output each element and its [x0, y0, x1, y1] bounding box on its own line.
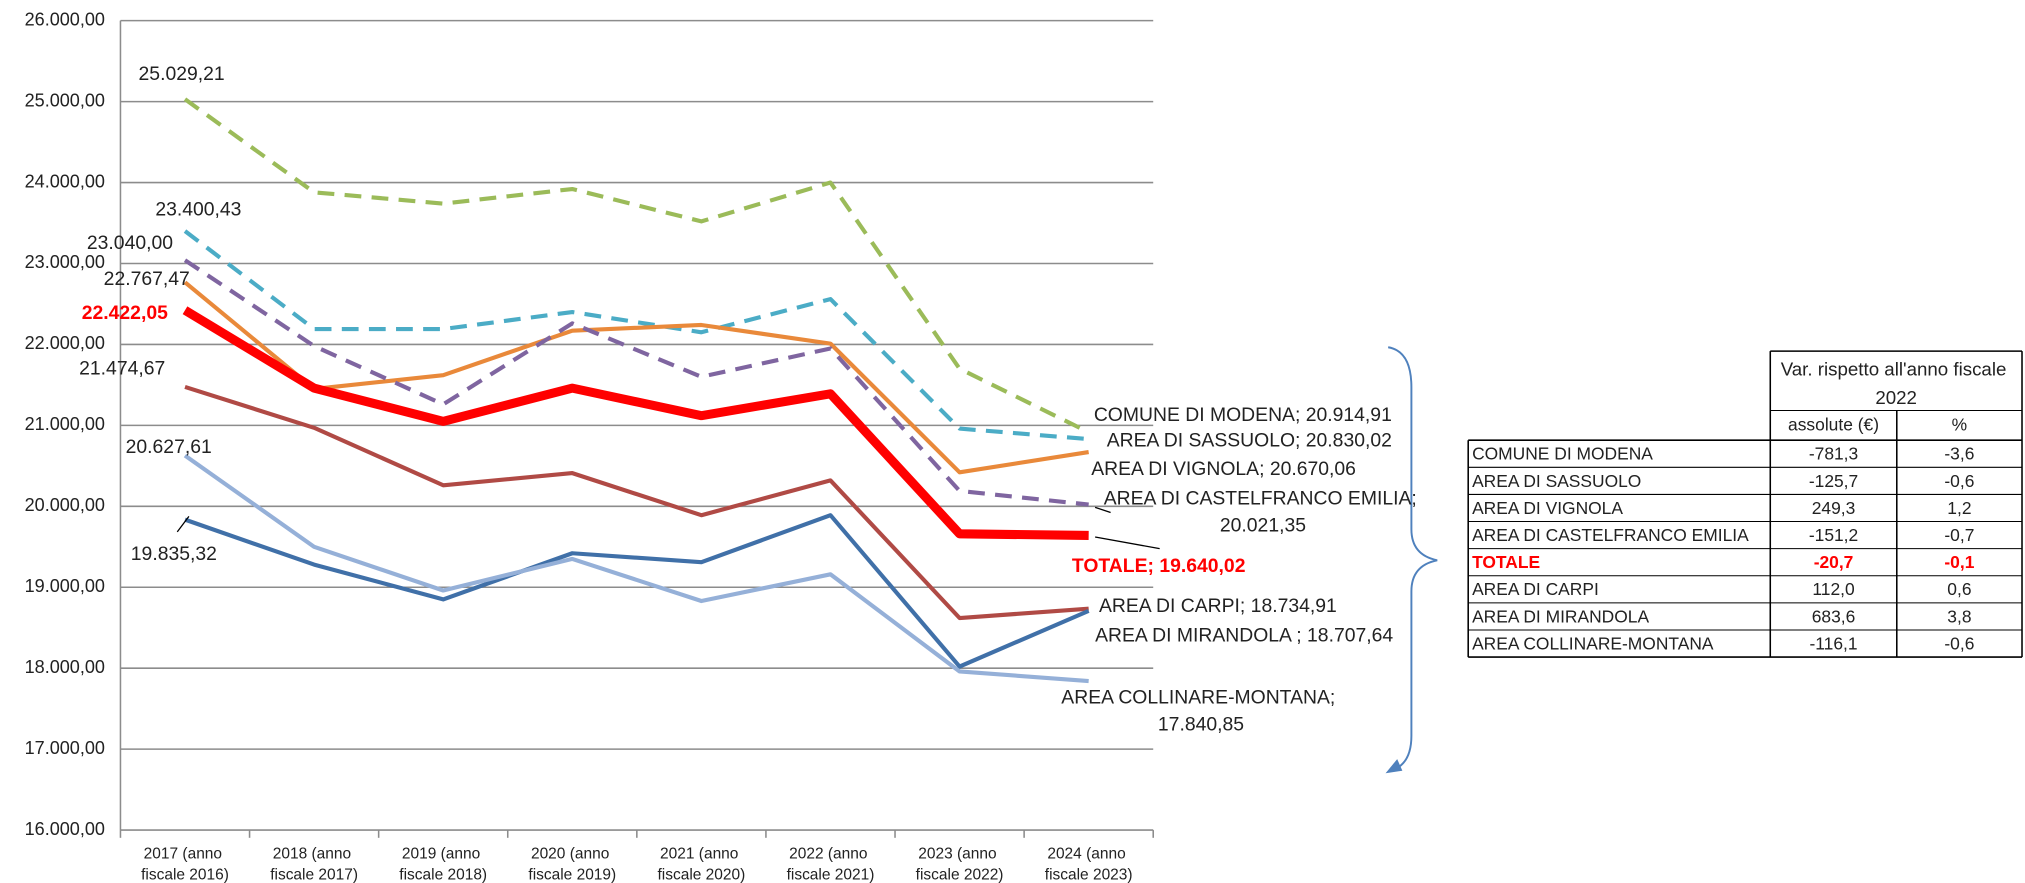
leader-line: [1095, 536, 1160, 550]
table-cell: COMUNE DI MODENA: [1472, 444, 1653, 464]
table-cell: 249,3: [1812, 498, 1856, 518]
table-cell: AREA DI MIRANDOLA: [1472, 606, 1649, 626]
data-label: 20.627,61: [126, 436, 212, 458]
table-header: Var. rispetto all'anno fiscale 2022: [1781, 358, 2012, 407]
leader-line: [1094, 506, 1111, 514]
series-line: [184, 513, 1090, 669]
y-tick-label: 26.000,00: [25, 9, 105, 29]
table-cell: -20,7: [1814, 552, 1854, 572]
table-cell: 683,6: [1812, 606, 1856, 626]
table-cell: 112,0: [1812, 579, 1854, 599]
table-cell: 0,6: [1947, 579, 1971, 599]
series-line: [183, 453, 1089, 684]
brace-arrow: [1385, 759, 1403, 774]
data-label: TOTALE; 19.640,02: [1072, 555, 1246, 577]
y-tick-label: 23.000,00: [25, 252, 105, 272]
x-tick-label: 2024 (anno fiscale 2023): [1045, 846, 1133, 883]
y-tick-label: 17.000,00: [25, 738, 105, 758]
y-tick-label: 16.000,00: [25, 819, 105, 839]
series-line: [182, 306, 1089, 540]
y-tick-label: 21.000,00: [25, 414, 105, 434]
table-cell: 1,2: [1947, 498, 1971, 518]
data-label: 21.474,67: [79, 357, 165, 379]
x-tick-label: 2017 (anno fiscale 2016): [141, 846, 229, 883]
data-label: AREA DI MIRANDOLA ; 18.707,64: [1095, 625, 1393, 647]
table-cell: 3,8: [1947, 606, 1971, 626]
y-tick-label: 20.000,00: [25, 495, 105, 515]
table-cell: TOTALE: [1472, 552, 1540, 572]
table-cell: -116,1: [1810, 633, 1858, 653]
table-column-header: assolute (€): [1788, 415, 1879, 435]
data-label: 19.835,32: [131, 543, 217, 565]
data-label: 22.422,05: [82, 302, 168, 324]
data-label: 23.040,00: [87, 232, 173, 254]
series-line: [183, 97, 1090, 435]
table-cell: AREA COLLINARE-MONTANA: [1472, 633, 1714, 653]
data-label: 25.029,21: [139, 63, 225, 85]
data-label: 23.400,43: [155, 199, 241, 221]
table-cell: -125,7: [1809, 471, 1858, 491]
y-tick-label: 18.000,00: [25, 657, 105, 677]
table-cell: AREA DI CASTELFRANCO EMILIA: [1472, 525, 1749, 545]
series-line: [183, 280, 1089, 475]
x-tick-label: 2020 (anno fiscale 2019): [528, 846, 616, 883]
data-label: AREA DI CASTELFRANCO EMILIA; 20.021,35: [1104, 488, 1422, 537]
series-line: [183, 229, 1089, 442]
table-cell: -781,3: [1809, 444, 1858, 464]
leader-line: [176, 515, 190, 533]
brace: [1387, 346, 1438, 771]
y-tick-label: 24.000,00: [25, 171, 105, 191]
y-tick-label: 22.000,00: [25, 333, 105, 353]
table-cell: -0,7: [1944, 525, 1974, 545]
data-label: AREA COLLINARE-MONTANA; 17.840,85: [1061, 687, 1340, 736]
table-cell: -0,1: [1944, 552, 1974, 572]
data-label: COMUNE DI MODENA; 20.914,91: [1094, 404, 1392, 426]
table-cell: -0,6: [1944, 471, 1974, 491]
table-cell: -151,2: [1809, 525, 1858, 545]
table-cell: AREA DI CARPI: [1472, 579, 1599, 599]
x-tick-label: 2022 (anno fiscale 2021): [787, 846, 875, 883]
table-cell: -3,6: [1944, 444, 1974, 464]
series-line: [183, 258, 1089, 507]
y-tick-label: 19.000,00: [25, 576, 105, 596]
series-line: [184, 384, 1089, 621]
x-tick-label: 2019 (anno fiscale 2018): [399, 846, 487, 883]
y-tick-label: 25.000,00: [25, 90, 105, 110]
x-tick-label: 2021 (anno fiscale 2020): [657, 846, 745, 883]
data-label: AREA DI CARPI; 18.734,91: [1099, 595, 1337, 617]
data-label: AREA DI SASSUOLO; 20.830,02: [1107, 430, 1392, 452]
data-label: AREA DI VIGNOLA; 20.670,06: [1091, 458, 1356, 480]
table-column-header: %: [1952, 415, 1967, 435]
table-cell: AREA DI SASSUOLO: [1472, 471, 1641, 491]
data-label: 22.767,47: [104, 268, 190, 290]
table-cell: -0,6: [1944, 633, 1974, 653]
x-tick-label: 2023 (anno fiscale 2022): [916, 846, 1004, 883]
table-cell: AREA DI VIGNOLA: [1472, 498, 1623, 518]
x-tick-label: 2018 (anno fiscale 2017): [270, 846, 358, 883]
